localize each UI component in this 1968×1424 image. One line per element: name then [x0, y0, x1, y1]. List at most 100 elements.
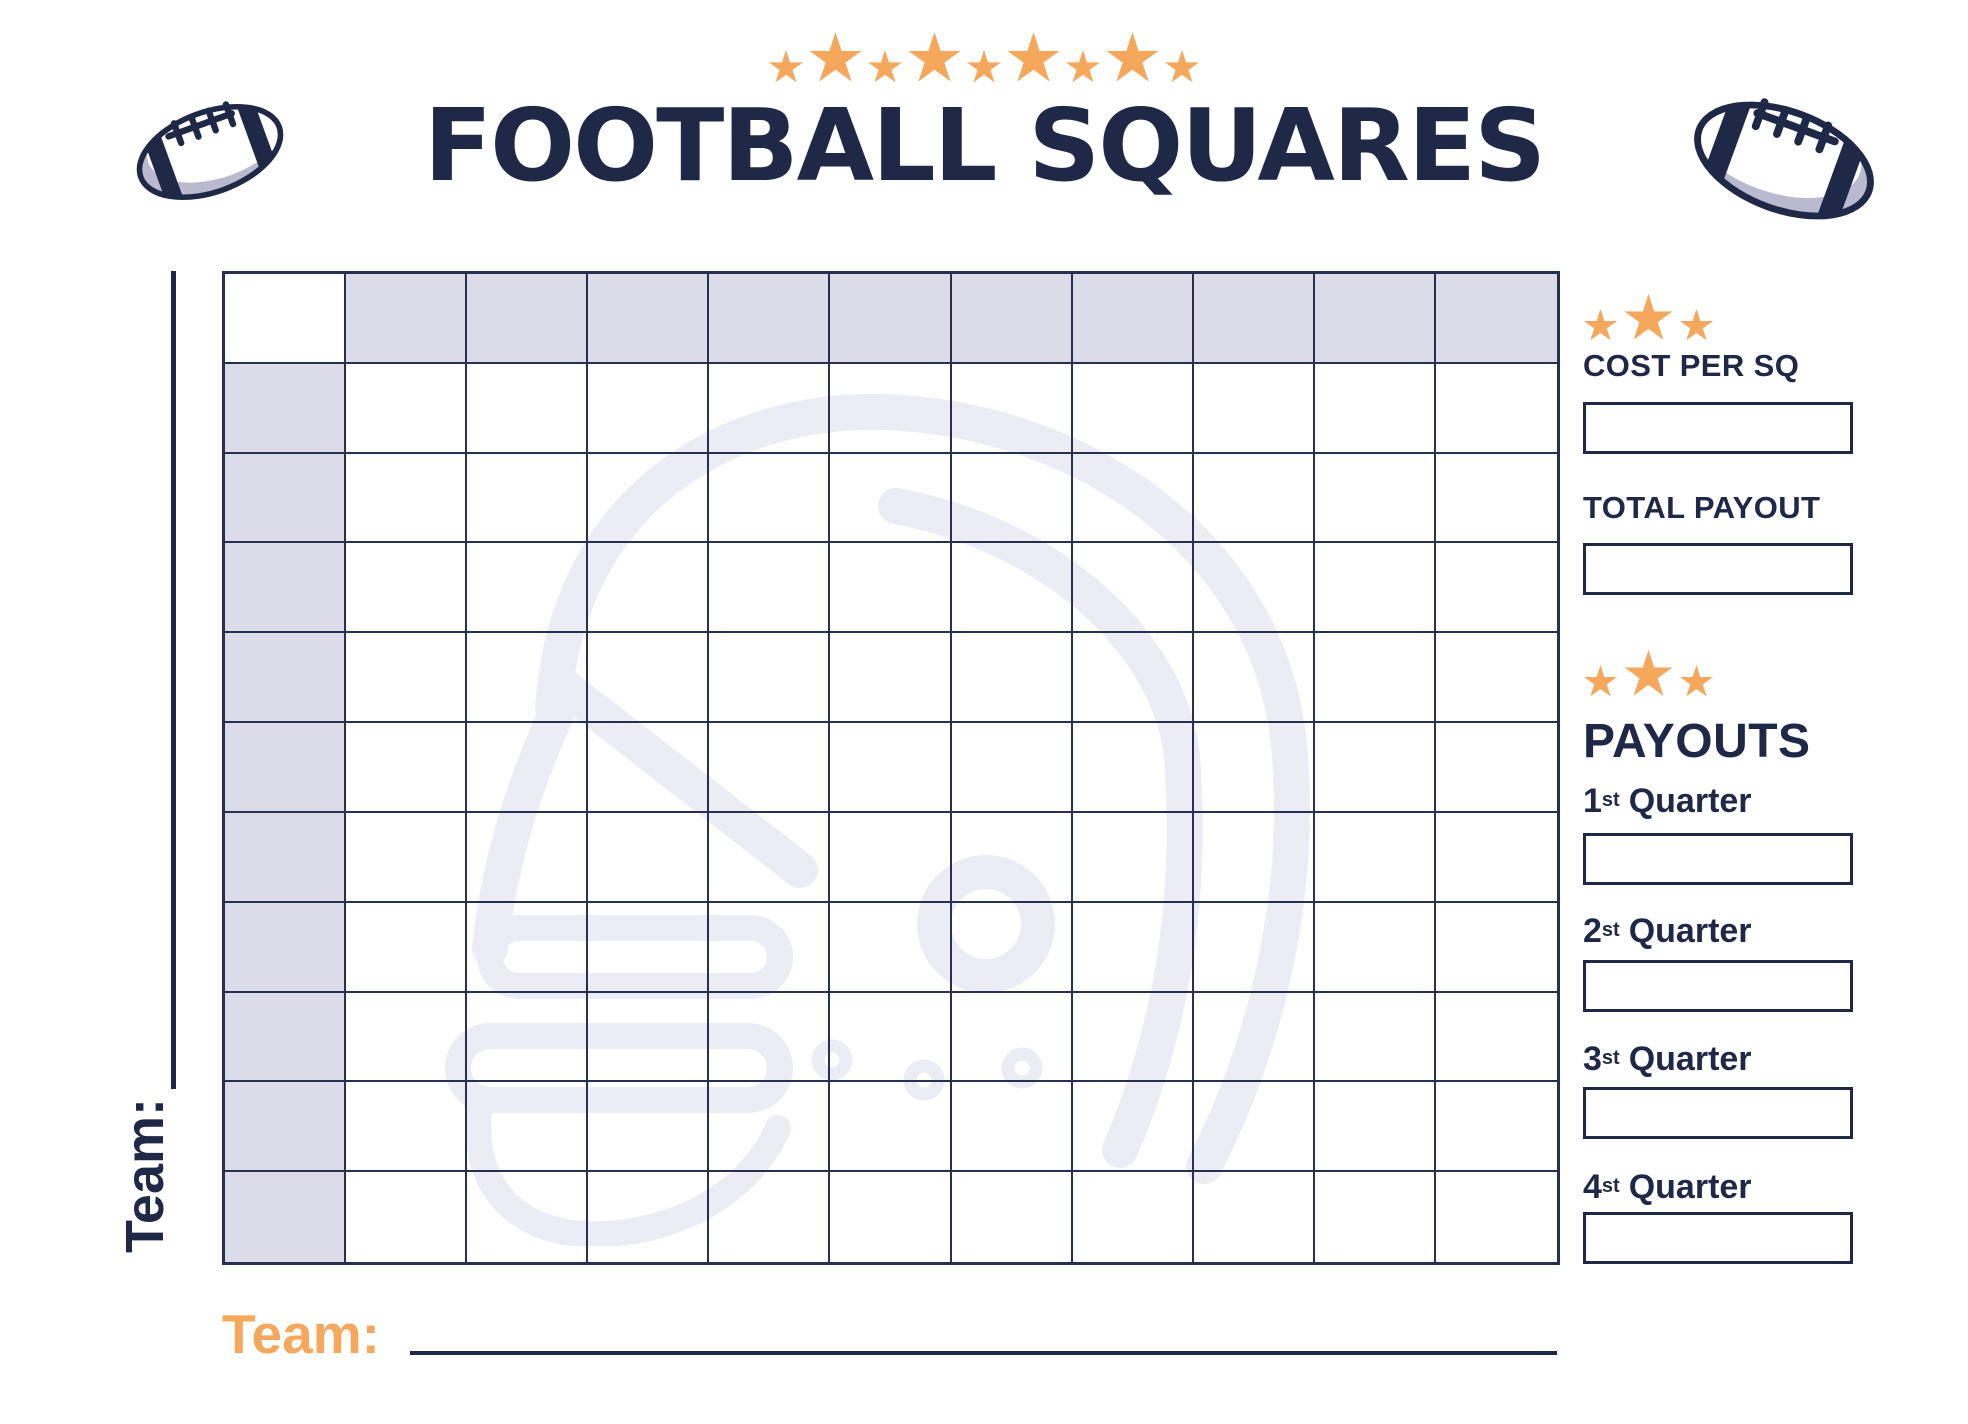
grid-square[interactable] — [1435, 1082, 1557, 1173]
grid-square[interactable] — [346, 902, 468, 993]
quarter-payout-box[interactable] — [1583, 1087, 1853, 1139]
grid-square[interactable] — [1314, 902, 1436, 993]
grid-square[interactable] — [709, 723, 831, 813]
grid-square[interactable] — [1072, 902, 1194, 993]
grid-square[interactable] — [346, 363, 468, 454]
quarter-payout-box[interactable] — [1583, 960, 1853, 1012]
grid-square[interactable] — [1435, 454, 1557, 544]
grid-square[interactable] — [951, 723, 1073, 813]
grid-square[interactable] — [1193, 992, 1315, 1083]
grid-header-cell-top[interactable] — [1072, 274, 1194, 364]
grid-square[interactable] — [467, 543, 589, 634]
grid-square[interactable] — [830, 1172, 952, 1262]
grid-square[interactable] — [1314, 633, 1436, 724]
grid-header-cell-left[interactable] — [225, 992, 347, 1083]
grid-square[interactable] — [588, 543, 710, 634]
grid-square[interactable] — [709, 633, 831, 724]
grid-square[interactable] — [709, 453, 831, 544]
grid-square[interactable] — [709, 363, 831, 454]
grid-header-cell-top[interactable] — [1435, 274, 1557, 364]
grid-header-cell-top[interactable] — [346, 274, 468, 364]
grid-header-cell-left[interactable] — [225, 902, 347, 993]
grid-header-cell-left[interactable] — [225, 1172, 347, 1262]
grid-square[interactable] — [830, 633, 952, 724]
grid-header-cell-left[interactable] — [225, 1082, 347, 1173]
grid-square[interactable] — [830, 543, 952, 634]
grid-square[interactable] — [1314, 992, 1436, 1083]
grid-header-cell-top[interactable] — [709, 274, 831, 364]
grid-square[interactable] — [1314, 543, 1436, 634]
grid-square[interactable] — [1435, 364, 1557, 454]
grid-square[interactable] — [467, 992, 589, 1083]
grid-square[interactable] — [951, 543, 1073, 634]
team-left-line[interactable] — [171, 271, 176, 1089]
grid-square[interactable] — [467, 723, 589, 813]
grid-square[interactable] — [588, 723, 710, 813]
grid-square[interactable] — [951, 812, 1073, 903]
grid-square[interactable] — [830, 1082, 952, 1173]
grid-square[interactable] — [467, 633, 589, 724]
grid-square[interactable] — [588, 633, 710, 724]
grid-square[interactable] — [1193, 633, 1315, 724]
grid-header-cell-left[interactable] — [225, 453, 347, 544]
quarter-payout-box[interactable] — [1583, 833, 1853, 885]
grid-header-cell-left[interactable] — [225, 543, 347, 634]
grid-square[interactable] — [588, 1172, 710, 1262]
grid-square[interactable] — [346, 812, 468, 903]
grid-square[interactable] — [1436, 1172, 1557, 1262]
grid-square[interactable] — [951, 1082, 1073, 1173]
grid-square[interactable] — [1072, 1082, 1194, 1173]
grid-square[interactable] — [588, 992, 710, 1083]
grid-square[interactable] — [588, 453, 710, 544]
grid-square[interactable] — [1193, 1082, 1315, 1173]
grid-square[interactable] — [830, 363, 952, 454]
grid-square[interactable] — [1072, 453, 1194, 544]
grid-square[interactable] — [346, 1172, 468, 1262]
grid-square[interactable] — [952, 1172, 1073, 1262]
grid-square[interactable] — [709, 812, 831, 903]
grid-square[interactable] — [346, 992, 468, 1083]
grid-square[interactable] — [951, 902, 1073, 993]
grid-header-cell-left[interactable] — [225, 723, 347, 813]
grid-square[interactable] — [1435, 903, 1557, 993]
grid-square[interactable] — [830, 902, 952, 993]
grid-square[interactable] — [346, 723, 468, 813]
grid-header-cell-top[interactable] — [1193, 274, 1315, 364]
grid-header-cell-top[interactable] — [951, 274, 1073, 364]
grid-square[interactable] — [709, 1082, 831, 1173]
grid-square[interactable] — [1193, 453, 1315, 544]
grid-square[interactable] — [1314, 453, 1436, 544]
grid-square[interactable] — [346, 633, 468, 724]
grid-square[interactable] — [467, 1172, 589, 1262]
grid-square[interactable] — [1072, 992, 1194, 1083]
grid-header-cell-top[interactable] — [467, 274, 589, 364]
grid-square[interactable] — [1072, 633, 1194, 724]
grid-square[interactable] — [1435, 723, 1557, 813]
grid-square[interactable] — [1193, 543, 1315, 634]
grid-header-cell-top[interactable] — [1314, 274, 1436, 364]
quarter-payout-box[interactable] — [1583, 1212, 1853, 1264]
grid-square[interactable] — [1193, 723, 1315, 813]
grid-square[interactable] — [1435, 813, 1557, 903]
grid-square[interactable] — [1072, 363, 1194, 454]
grid-square[interactable] — [467, 453, 589, 544]
grid-square[interactable] — [467, 812, 589, 903]
grid-square[interactable] — [830, 723, 952, 813]
grid-square[interactable] — [588, 812, 710, 903]
total-payout-box[interactable] — [1583, 543, 1853, 595]
grid-square[interactable] — [588, 1082, 710, 1173]
grid-square[interactable] — [346, 1082, 468, 1173]
grid-square[interactable] — [467, 363, 589, 454]
grid-square[interactable] — [830, 992, 952, 1083]
grid-square[interactable] — [1072, 723, 1194, 813]
grid-square[interactable] — [467, 902, 589, 993]
grid-square[interactable] — [1435, 543, 1557, 634]
grid-square[interactable] — [1072, 543, 1194, 634]
grid-square[interactable] — [1193, 812, 1315, 903]
grid-square[interactable] — [1314, 812, 1436, 903]
grid-square[interactable] — [1194, 1172, 1315, 1262]
grid-header-cell-left[interactable] — [225, 363, 347, 454]
grid-square[interactable] — [1314, 723, 1436, 813]
grid-square[interactable] — [1073, 1172, 1194, 1262]
grid-square[interactable] — [830, 453, 952, 544]
